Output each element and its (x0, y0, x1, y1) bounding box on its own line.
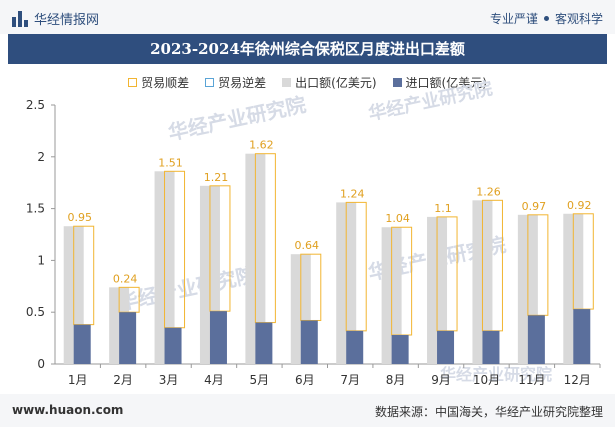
y-tick-label: 0.5 (26, 305, 45, 319)
watermark-3: 华经产业研究院 (116, 262, 258, 315)
legend-label-deficit: 贸易逆差 (218, 75, 267, 90)
import-bar (482, 330, 500, 364)
footer-url[interactable]: www.huaon.com (12, 403, 124, 417)
brand: 华经情报网 (12, 9, 99, 28)
y-tick-label: 1 (37, 253, 45, 267)
watermark-2: 华经产业研究院 (366, 77, 494, 125)
x-tick-label: 6月 (295, 373, 315, 387)
legend-item-deficit: 贸易逆差 (205, 72, 266, 92)
surplus-data-label: 1.26 (476, 185, 501, 198)
legend-label-import: 进口额(亿美元) (405, 75, 487, 90)
tagline: 专业严谨 客观科学 (490, 10, 603, 27)
surplus-data-label: 1.24 (340, 187, 365, 200)
legend-label-surplus: 贸易顺差 (141, 75, 190, 90)
x-tick-label: 2月 (113, 373, 133, 387)
surplus-data-label: 1.1 (434, 202, 452, 215)
top-bar: 华经情报网 专业严谨 客观科学 (0, 0, 615, 34)
x-tick-label: 3月 (159, 373, 179, 387)
import-bar (73, 324, 91, 364)
x-tick-label: 11月 (518, 373, 545, 387)
legend-swatch-import (392, 77, 402, 87)
x-tick-label: 12月 (564, 373, 591, 387)
surplus-data-label: 0.97 (522, 200, 547, 213)
tagline-right: 客观科学 (554, 12, 603, 26)
import-bar (437, 330, 455, 364)
chart-legend: 贸易顺差 贸易逆差 出口额(亿美元) 进口额(亿美元) (0, 72, 615, 92)
chart-plot: 华经产业研究院 华经产业研究院 华经产业研究院 华经产业研究院 华经产业研究院 … (26, 77, 601, 387)
watermark-5: 华经产业研究院 (440, 365, 552, 384)
footer-source: 数据来源：中国海关，华经产业研究院整理 (374, 405, 603, 419)
import-bar (391, 334, 409, 364)
legend-swatch-surplus (128, 77, 138, 87)
import-bar (346, 330, 364, 364)
import-bar (209, 311, 227, 364)
y-tick-label: 1.5 (26, 202, 45, 216)
import-bar (573, 309, 591, 364)
import-bar (527, 315, 545, 364)
import-bar (255, 322, 273, 364)
x-tick-label: 5月 (250, 373, 270, 387)
surplus-data-label: 0.24 (113, 272, 138, 285)
legend-swatch-deficit (205, 77, 215, 87)
surplus-data-label: 1.04 (385, 212, 410, 225)
surplus-bar (527, 214, 549, 316)
legend-swatch-export (282, 77, 292, 87)
y-tick-label: 2.5 (26, 98, 45, 112)
x-tick-label: 1月 (68, 373, 88, 387)
surplus-data-label: 0.92 (567, 199, 592, 212)
surplus-data-label: 1.21 (204, 171, 229, 184)
dot-separator-icon (543, 16, 549, 21)
surplus-data-label: 0.95 (67, 211, 92, 224)
surplus-bar (572, 213, 594, 310)
legend-label-export: 出口额(亿美元) (295, 75, 377, 90)
import-bar (300, 320, 318, 364)
legend-item-export: 出口额(亿美元) (282, 72, 377, 92)
y-tick-label: 0 (37, 357, 45, 371)
x-tick-label: 10月 (473, 373, 500, 387)
x-tick-label: 9月 (431, 373, 451, 387)
surplus-data-label: 1.62 (249, 139, 274, 152)
surplus-data-label: 0.64 (295, 239, 320, 252)
surplus-data-label: 1.51 (158, 156, 183, 169)
legend-item-surplus: 贸易顺差 (128, 72, 189, 92)
y-tick-label: 2 (37, 150, 45, 164)
tagline-left: 专业严谨 (489, 12, 538, 26)
import-bar (164, 327, 182, 364)
x-tick-label: 4月 (204, 373, 224, 387)
import-bar (119, 312, 137, 364)
footer: www.huaon.com 数据来源：中国海关，华经产业研究院整理 (0, 394, 615, 427)
x-tick-label: 7月 (340, 373, 360, 387)
brand-name: 华经情报网 (34, 13, 100, 28)
bar-logo-icon (12, 10, 28, 27)
chart-title: 2023-2024年徐州综合保税区月度进出口差额 (8, 34, 607, 64)
watermark-1: 华经产业研究院 (166, 92, 308, 145)
x-tick-label: 8月 (386, 373, 406, 387)
legend-item-import: 进口额(亿美元) (392, 72, 487, 92)
